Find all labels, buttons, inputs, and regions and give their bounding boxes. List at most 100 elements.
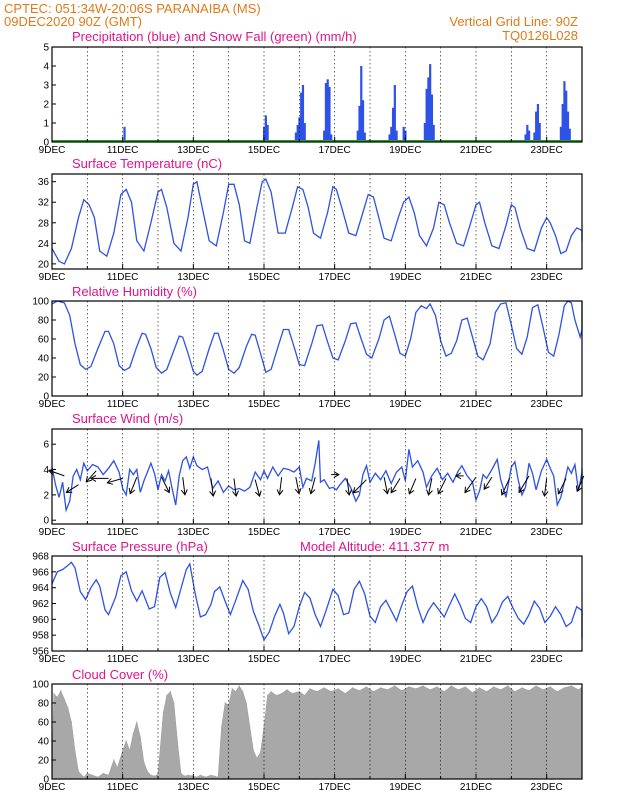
precip-xtick-label: 23DEC: [531, 145, 563, 156]
rh-ytick-label: 20: [38, 373, 50, 384]
wind-arrow-head: [352, 487, 360, 494]
wind-arrow-shaft: [390, 478, 401, 493]
rh-title: Relative Humidity (%): [72, 284, 197, 299]
cloud-point: [199, 774, 201, 776]
wind-arrow-shaft: [254, 479, 261, 497]
wind-arrow-shaft: [576, 475, 585, 492]
wind-arrow-head: [232, 490, 239, 497]
wind-arrow-head: [128, 487, 136, 495]
wind-arrow: [464, 476, 477, 494]
cloud-point: [187, 774, 189, 776]
cloud-point: [286, 689, 288, 691]
cloud-point: [102, 772, 104, 774]
cloud-point: [436, 686, 438, 688]
cloud-point: [304, 694, 306, 697]
cloud-point: [210, 774, 212, 776]
precip-bar: [423, 123, 426, 142]
wind-arrow-shaft: [310, 477, 316, 494]
pressure-panel: 956 958 960 962 964 966 968 9DEC 11DEC 13DEC 15DEC…: [32, 552, 583, 665]
rh-xtick-label: 11DEC: [107, 399, 139, 410]
cloud-point: [443, 691, 445, 693]
wind-frame: [51, 428, 583, 525]
precip-bar: [430, 94, 434, 142]
wind-arrow-shaft: [437, 478, 447, 495]
cloud-point: [577, 689, 580, 691]
rh-xtick-label: 17DEC: [319, 399, 351, 410]
rh-ytick-label: 40: [38, 354, 50, 365]
wind-arrow: [276, 477, 284, 496]
wind-arrow: [161, 476, 171, 494]
cloud-point: [113, 759, 115, 761]
precip-bar: [263, 126, 266, 142]
precip-bar: [536, 104, 540, 142]
pressure-xtick-label: 19DEC: [389, 654, 421, 665]
cloud-point: [298, 691, 300, 693]
wind-arrow: [232, 478, 239, 497]
cloud-point: [316, 691, 318, 693]
pressure-xtick-label: 11DEC: [107, 654, 139, 665]
pressure-xtick-label: 9DEC: [39, 654, 66, 665]
temp-ytick-label: 20: [38, 259, 50, 270]
wind-xtick-label: 23DEC: [531, 527, 563, 538]
precip-title: Precipitation (blue) and Snow Fall (gree…: [72, 29, 357, 44]
wind-arrow-shaft: [346, 478, 350, 495]
rh-ytick-label: 60: [38, 335, 50, 346]
wind-ytick-label: 0: [43, 516, 49, 527]
precip-ytick-label: 1: [43, 119, 49, 130]
cloud-point: [143, 761, 145, 763]
precip-bar: [324, 83, 328, 142]
cloud-point: [53, 692, 55, 695]
wind-arrow: [128, 476, 138, 495]
pressure-ytick-label: 960: [32, 615, 49, 626]
cloud-xtick-label: 17DEC: [319, 782, 351, 793]
temp-ytick-label: 36: [38, 177, 50, 188]
cloud-point: [60, 690, 62, 692]
wind-arrow-shaft: [278, 477, 283, 495]
temp-ytick-label: 24: [38, 239, 50, 250]
precip-xtick-label: 17DEC: [319, 145, 351, 156]
cloud-point: [365, 686, 368, 688]
wind-arrow: [209, 478, 217, 497]
precip-bar: [294, 132, 297, 142]
header-grid-note: Vertical Grid Line: 90Z: [449, 14, 578, 29]
wind-xtick-label: 21DEC: [460, 527, 492, 538]
wind-arrow-shaft: [428, 478, 433, 495]
wind-arrow-shaft: [518, 475, 530, 493]
precip-bar: [298, 117, 301, 142]
header-model-code: TQ0126L028: [502, 28, 578, 43]
precip-bar: [123, 126, 126, 142]
cloud-title: Cloud Cover (%): [72, 667, 168, 682]
cloud-xtick-label: 19DEC: [389, 782, 421, 793]
pressure-ytick-label: 966: [32, 567, 49, 578]
cloud-point: [92, 774, 94, 776]
cloud-point: [77, 770, 80, 773]
temp-xtick-label: 19DEC: [389, 272, 421, 283]
cloud-point: [173, 702, 175, 704]
cloud-point: [196, 776, 198, 778]
wind-arrow-head: [464, 486, 471, 494]
wind-arrow-head: [390, 486, 397, 494]
cloud-point: [235, 691, 237, 693]
cloud-point: [549, 686, 551, 688]
wind-arrow: [454, 472, 464, 480]
model-altitude: Model Altitude: 411.377 m: [300, 539, 449, 554]
precip-xtick-label: 15DEC: [248, 145, 280, 156]
temp-xtick-label: 15DEC: [248, 272, 280, 283]
pressure-xtick-label: 15DEC: [248, 654, 280, 665]
cloud-point: [252, 749, 254, 752]
wind-arrow-head: [276, 489, 284, 496]
cloud-xtick-label: 15DEC: [248, 782, 280, 793]
cloud-frame: [51, 683, 583, 780]
cloud-ytick-label: 0: [43, 775, 49, 786]
precip-ytick-label: 2: [43, 100, 49, 111]
pressure-ytick-label: 958: [32, 631, 49, 642]
pressure-ytick-label: 968: [32, 552, 49, 563]
wind-xtick-label: 13DEC: [177, 527, 209, 538]
wind-arrow-head: [383, 487, 390, 495]
cloud-point: [457, 689, 459, 691]
cloud-point: [221, 726, 223, 728]
cloud-point: [323, 687, 325, 689]
cloud-point: [150, 774, 152, 776]
cloud-point: [563, 687, 565, 689]
cloud-panel: 0 20 40 60 80 100 9DEC 11DEC 13DEC 15DEC 17DEC 19DE…: [32, 680, 583, 793]
